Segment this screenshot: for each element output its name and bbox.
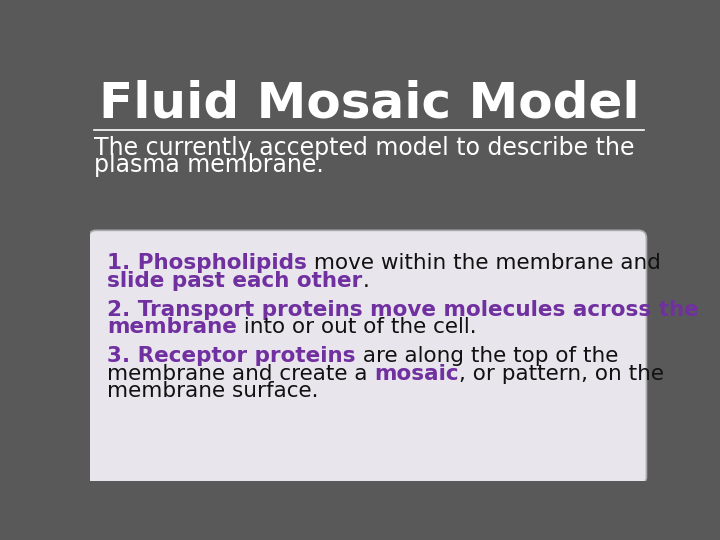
Text: slide past each other: slide past each other — [107, 271, 362, 291]
Text: , or pattern, on the: , or pattern, on the — [459, 363, 664, 383]
Text: 1. Phospholipids: 1. Phospholipids — [107, 253, 307, 273]
Text: 2. Transport proteins move molecules across the: 2. Transport proteins move molecules acr… — [107, 300, 699, 320]
Text: .: . — [362, 271, 369, 291]
Text: membrane: membrane — [107, 318, 237, 338]
Text: are along the top of the: are along the top of the — [356, 346, 618, 366]
Text: Fluid Mosaic Model: Fluid Mosaic Model — [99, 79, 639, 127]
Text: move within the membrane and: move within the membrane and — [307, 253, 661, 273]
Text: membrane surface.: membrane surface. — [107, 381, 318, 401]
Text: into or out of the cell.: into or out of the cell. — [237, 318, 477, 338]
Text: membrane and create a: membrane and create a — [107, 363, 374, 383]
Text: 3. Receptor proteins: 3. Receptor proteins — [107, 346, 356, 366]
Text: mosaic: mosaic — [374, 363, 459, 383]
Text: The currently accepted model to describe the: The currently accepted model to describe… — [94, 136, 634, 160]
Text: plasma membrane.: plasma membrane. — [94, 153, 323, 177]
FancyBboxPatch shape — [89, 231, 647, 484]
